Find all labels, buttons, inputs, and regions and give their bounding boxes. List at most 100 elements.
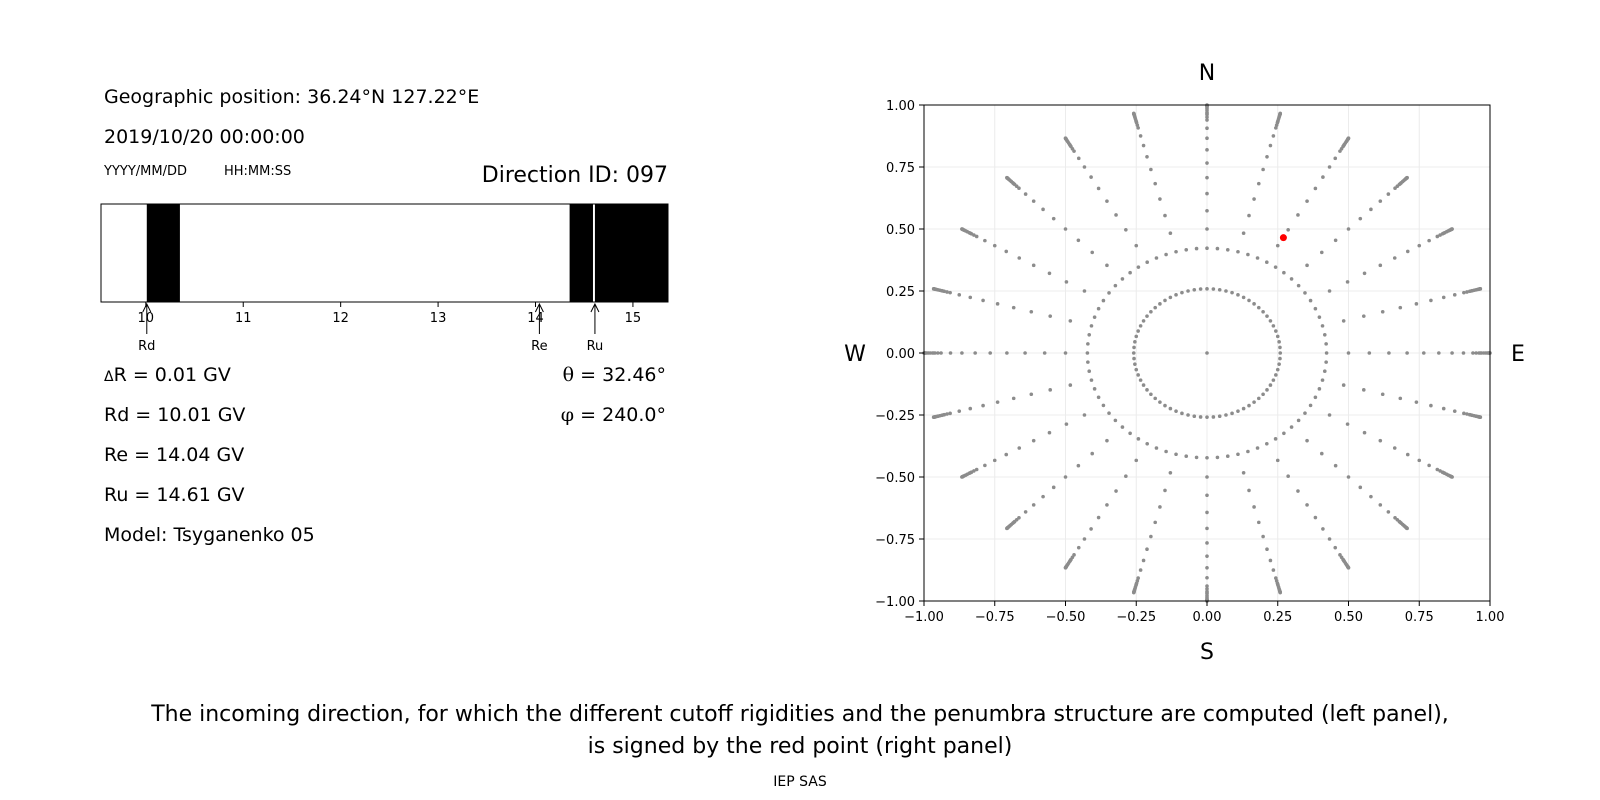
scatter-point	[1319, 451, 1324, 456]
scatter-point	[1327, 537, 1332, 541]
scatter-point	[1241, 406, 1246, 411]
scatter-point	[1362, 271, 1367, 276]
compass-north-label: N	[1199, 61, 1215, 86]
scatter-point	[1271, 134, 1276, 138]
scatter-point	[1105, 263, 1109, 268]
scatter-point	[1265, 260, 1269, 265]
scatter-point	[928, 351, 932, 355]
scatter-point	[1005, 526, 1009, 531]
scatter-point	[1333, 545, 1338, 550]
scatter-point	[1089, 378, 1094, 382]
scatter-point	[1205, 593, 1209, 598]
scatter-point	[1358, 216, 1363, 221]
scatter-point	[1205, 246, 1209, 250]
scatter-point	[1128, 270, 1132, 275]
scatter-point	[1324, 342, 1328, 346]
scatter-point	[992, 243, 997, 248]
scatter-point	[1303, 291, 1307, 295]
scatter-point	[1246, 252, 1250, 257]
scatter-point	[1414, 302, 1419, 306]
scatter-point	[1441, 295, 1446, 300]
scatter-point	[1158, 302, 1162, 306]
scatter-point	[1346, 227, 1351, 231]
re-value: Re = 14.04 GV	[104, 444, 245, 466]
scatter-point	[1076, 238, 1081, 243]
delta-symbol: Δ	[104, 369, 114, 385]
scatter-point	[1345, 280, 1350, 284]
scatter-point	[1236, 293, 1240, 297]
scatter-point	[965, 472, 970, 477]
compass-south-label: S	[1200, 640, 1214, 665]
scatter-point	[1308, 298, 1313, 303]
scatter-point	[968, 406, 973, 411]
scatter-point	[1236, 409, 1240, 413]
scatter-point	[1051, 485, 1056, 490]
scatter-point	[1063, 136, 1068, 141]
scatter-point	[1345, 422, 1350, 426]
forbidden-band-1	[569, 204, 593, 302]
scatter-point	[948, 411, 952, 416]
scatter-point	[1068, 319, 1073, 323]
scatter-point	[1205, 136, 1209, 141]
y-tick-label: 1.00	[886, 99, 915, 114]
penumbra-tick-label-15: 15	[625, 311, 642, 326]
scatter-point	[1113, 418, 1118, 423]
scatter-point	[1211, 287, 1216, 291]
scatter-point	[1009, 522, 1014, 527]
scatter-point	[1031, 503, 1036, 507]
scatter-point	[1450, 227, 1454, 231]
penumbra-tick-label-10: 10	[138, 311, 155, 326]
scatter-point	[1313, 186, 1318, 191]
scatter-point	[1174, 452, 1178, 457]
scatter-point	[1400, 522, 1405, 527]
scatter-point	[1113, 283, 1118, 288]
selected-direction-point	[1279, 234, 1287, 242]
scatter-point	[1405, 351, 1409, 355]
scatter-point	[1361, 388, 1366, 392]
scatter-point	[1096, 186, 1101, 191]
scatter-point	[1319, 250, 1324, 255]
scatter-point	[960, 351, 964, 355]
scatter-point	[1114, 489, 1118, 493]
scatter-point	[1180, 290, 1184, 295]
penumbra-chart: 10 11 12 13 14 15 Rd Re Ru	[100, 203, 669, 354]
scatter-point	[1308, 403, 1313, 408]
scatter-point	[960, 475, 964, 479]
y-tick-label: 0.00	[886, 347, 915, 362]
scatter-point	[1128, 431, 1132, 436]
scatter-point	[1427, 238, 1431, 243]
scatter-point	[1205, 208, 1209, 213]
scatter-point	[1096, 306, 1101, 311]
scatter-point	[937, 288, 942, 293]
scatter-point	[1114, 213, 1118, 217]
scatter-point	[1134, 243, 1139, 248]
scatter-point	[1265, 547, 1269, 552]
scatter-point	[1149, 309, 1153, 314]
scatter-point	[1465, 412, 1469, 416]
scatter-point	[1252, 197, 1256, 201]
scatter-point	[1090, 451, 1095, 456]
scatter-point	[974, 467, 979, 472]
x-tick-label: 0.50	[1334, 610, 1363, 625]
scatter-point	[1478, 415, 1482, 419]
scatter-point	[1276, 585, 1281, 590]
scatter-point	[1278, 111, 1283, 116]
credit-label: IEP SAS	[773, 774, 827, 790]
scatter-point	[1205, 108, 1209, 113]
scatter-point	[1305, 263, 1309, 268]
scatter-point	[1386, 510, 1391, 514]
scatter-point	[1333, 463, 1338, 468]
scatter-point	[1136, 329, 1140, 333]
scatter-point	[1435, 467, 1440, 472]
scatter-point	[1205, 175, 1209, 180]
x-tick-label: 0.00	[1193, 610, 1222, 625]
scatter-point	[1435, 234, 1440, 239]
scatter-point	[1275, 367, 1280, 372]
scatter-point	[1205, 493, 1209, 498]
scatter-point	[1063, 351, 1068, 355]
scatter-point	[957, 293, 962, 297]
x-tick-label: −0.25	[1116, 610, 1156, 625]
scatter-point	[1145, 260, 1149, 265]
scatter-point	[936, 351, 940, 355]
